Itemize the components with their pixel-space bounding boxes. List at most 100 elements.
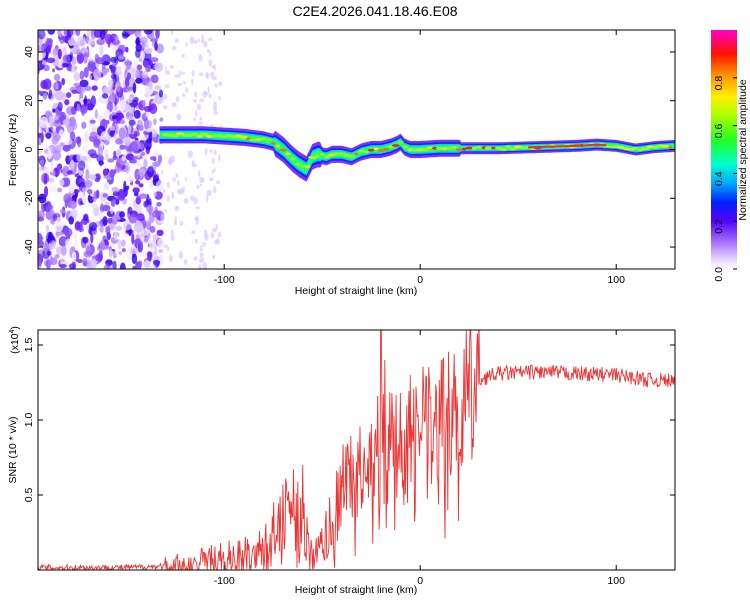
heatmap-noise-blob: [99, 44, 104, 57]
heatmap-noise-blob: [109, 125, 115, 131]
heatmap-noise-blob: [146, 251, 152, 257]
heatmap-noise-blob: [101, 93, 109, 99]
heatmap-noise-blob: [118, 127, 126, 140]
heatmap-noise-blob: [121, 248, 126, 253]
heatmap-hotspot: [623, 147, 629, 151]
heatmap-noise-blob: [82, 236, 89, 244]
heatmap-noise-blob: [209, 149, 213, 153]
heatmap-noise-blob: [139, 140, 148, 145]
heatmap-noise-blob: [169, 65, 174, 69]
heatmap-noise-blob: [38, 62, 41, 70]
heatmap-noise-blob: [195, 216, 198, 221]
heatmap-noise-blob: [62, 63, 69, 68]
heatmap-noise-blob: [167, 158, 173, 165]
heatmap-noise-blob: [177, 180, 180, 187]
heatmap-hotspot: [200, 132, 210, 136]
heatmap-noise-blob: [53, 73, 61, 81]
heatmap-noise-blob: [59, 263, 67, 269]
heatmap-hotspot: [426, 146, 434, 150]
heatmap-noise-blob: [53, 144, 62, 154]
heatmap-noise-blob: [87, 38, 96, 46]
heatmap-noise-blob: [195, 206, 200, 210]
heatmap-noise-blob: [204, 147, 208, 155]
heatmap-noise-blob: [73, 82, 80, 87]
heatmap-noise-blob: [54, 222, 64, 233]
heatmap-noise-blob: [84, 85, 92, 92]
heatmap-noise-blob: [107, 79, 114, 89]
heatmap-noise-blob: [126, 185, 130, 190]
heatmap-noise-blob: [47, 147, 52, 158]
snr-series-line: [38, 330, 675, 570]
heatmap-noise-blob: [205, 71, 209, 78]
heatmap-noise-blob: [130, 68, 137, 79]
snr-y-label: SNR (10 * v/v): [7, 416, 19, 483]
heatmap-noise-blob: [181, 54, 185, 58]
heatmap-noise-blob: [89, 119, 96, 124]
heatmap-noise-blob: [79, 70, 85, 80]
heatmap-noise-blob: [64, 177, 71, 187]
heatmap-noise-blob: [112, 39, 121, 47]
heatmap-noise-blob: [40, 79, 48, 89]
heatmap-noise-blob: [133, 130, 140, 137]
colorbar-tick-label: 0.4: [713, 171, 725, 186]
heatmap-noise-blob: [39, 116, 49, 129]
heatmap-noise-blob: [52, 214, 58, 222]
heatmap-noise-blob: [52, 68, 56, 73]
heatmap-noise-blob: [157, 154, 163, 164]
heatmap-noise-blob: [154, 41, 158, 51]
snr-x-tick-label: -100: [214, 575, 235, 587]
heatmap-noise-blob: [46, 204, 54, 211]
heatmap-noise-blob: [136, 119, 144, 131]
heatmap-noise-blob: [62, 92, 67, 101]
heatmap-noise-blob: [93, 68, 102, 81]
heatmap-noise-blob: [39, 159, 45, 166]
heatmap-noise-blob: [123, 180, 127, 192]
heatmap-hotspot: [255, 138, 262, 141]
heatmap-noise-blob: [145, 220, 152, 231]
heatmap-noise-blob: [135, 77, 143, 84]
heatmap-noise-blob: [135, 39, 141, 45]
heatmap-noise-blob: [115, 123, 119, 135]
heatmap-noise-blob: [103, 149, 109, 156]
heatmap-noise-blob: [109, 130, 115, 137]
heatmap-noise-blob: [75, 30, 81, 37]
heatmap-noise-blob: [148, 81, 153, 90]
heatmap-noise-blob: [60, 245, 67, 256]
heatmap-noise-blob: [135, 43, 142, 53]
heatmap-noise-blob: [199, 257, 205, 263]
heatmap-noise-blob: [116, 66, 122, 76]
heatmap-noise-blob: [45, 231, 55, 244]
heatmap-noise-blob: [199, 176, 205, 183]
heatmap-noise-blob: [102, 118, 106, 128]
heatmap-noise-blob: [213, 110, 218, 116]
heatmap-noise-blob: [55, 126, 60, 134]
heatmap-noise-blob: [156, 43, 164, 54]
heatmap-noise-blob: [166, 181, 170, 189]
heatmap-noise-blob: [143, 30, 153, 35]
heatmap-noise-blob: [71, 64, 78, 74]
heatmap-hotspot: [294, 162, 301, 166]
heatmap-noise-blob: [55, 82, 59, 90]
heatmap-noise-blob: [93, 191, 97, 199]
heatmap-noise-blob: [201, 34, 204, 43]
heatmap-noise-blob: [63, 193, 72, 204]
heatmap-noise-blob: [170, 229, 174, 236]
heatmap-hotspot: [499, 148, 508, 151]
heatmap-noise-blob: [143, 158, 148, 168]
heatmap-hotspot: [632, 146, 639, 150]
heatmap-noise-blob: [160, 213, 165, 222]
heatmap-noise-blob: [94, 53, 100, 63]
heatmap-noise-blob: [57, 187, 63, 193]
heatmap-noise-blob: [191, 78, 194, 86]
heatmap-noise-blob: [133, 162, 142, 167]
heatmap-noise-blob: [207, 86, 210, 94]
heatmap-hotspot: [181, 133, 189, 137]
heatmap-noise-blob: [102, 216, 108, 226]
heatmap-noise-blob: [165, 65, 168, 73]
heatmap-noise-blob: [47, 177, 55, 183]
heatmap-noise-blob: [174, 38, 179, 43]
heatmap-noise-blob: [127, 253, 133, 260]
snr-x-axis: -100 0 100: [214, 330, 625, 587]
heatmap-noise-blob: [175, 96, 180, 102]
heatmap-noise-blob: [77, 36, 86, 43]
